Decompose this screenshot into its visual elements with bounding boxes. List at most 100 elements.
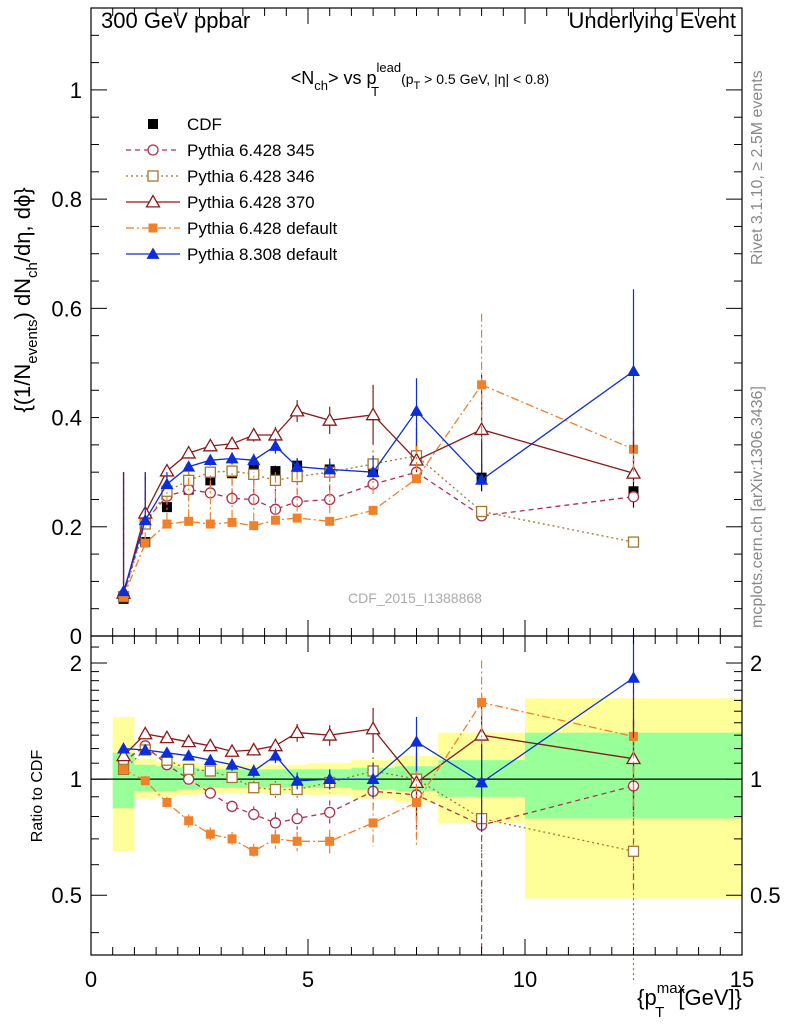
data-point-marker (225, 452, 239, 464)
data-point-marker (226, 800, 238, 813)
data-point-marker (292, 513, 302, 523)
data-point-marker (148, 119, 158, 129)
data-point-marker (365, 721, 381, 735)
data-point-marker (204, 765, 217, 777)
data-point-marker (627, 671, 640, 683)
data-point-marker (248, 808, 260, 821)
data-point-marker (204, 787, 217, 799)
y-tick-label: 1 (70, 767, 82, 792)
data-point-marker (475, 473, 489, 485)
data-point-marker (269, 817, 282, 829)
header-right-title: Underlying Event (568, 8, 736, 33)
data-point-marker (477, 380, 487, 390)
y-tick-label-right: 0.5 (750, 883, 781, 908)
data-point-marker (412, 474, 421, 484)
data-point-marker (475, 776, 489, 788)
data-point-marker (226, 465, 238, 477)
x-axis-label: {pmax T [GeV]} (637, 980, 742, 1021)
data-point-marker (412, 797, 421, 807)
data-point-marker (290, 774, 304, 786)
series-pythia-6-428-default (119, 660, 638, 860)
x-tick-label: 0 (85, 967, 97, 992)
x-tick-label: 15 (730, 967, 754, 992)
legend-label: Pythia 6.428 346 (187, 167, 315, 186)
data-point-marker (227, 517, 237, 527)
data-point-marker (115, 747, 132, 762)
data-point-marker (226, 771, 238, 784)
data-point-marker (119, 592, 129, 602)
data-point-marker (477, 698, 487, 708)
data-point-marker (148, 223, 158, 233)
data-point-marker (140, 776, 150, 786)
data-point-marker (181, 445, 197, 459)
data-point-marker (290, 460, 304, 472)
data-point-marker (248, 468, 260, 481)
data-point-marker (289, 403, 305, 417)
data-point-marker (162, 519, 172, 529)
y-tick-label: 1 (70, 78, 82, 103)
data-point-marker (410, 404, 423, 416)
data-point-marker (249, 846, 259, 856)
legend-label: Pythia 6.428 default (187, 219, 338, 238)
data-point-marker (289, 724, 305, 739)
data-point-marker (147, 144, 159, 156)
main-panel-frame (90, 7, 743, 637)
data-point-marker (224, 435, 240, 450)
data-point-marker (145, 194, 161, 208)
data-point-marker (203, 753, 217, 766)
data-point-marker (249, 521, 259, 531)
data-point-marker (270, 515, 280, 525)
data-point-marker (202, 738, 218, 752)
data-point-marker (291, 812, 303, 825)
data-point-marker (366, 465, 380, 478)
data-point-marker (322, 412, 338, 426)
data-point-marker (270, 834, 280, 844)
data-point-marker (625, 465, 642, 479)
data-point-marker (247, 764, 261, 776)
series-pythia-8-308-default (117, 289, 640, 597)
data-point-marker (227, 834, 237, 844)
series-line (123, 744, 634, 826)
data-point-marker (160, 477, 174, 490)
legend-label: Pythia 6.428 370 (187, 193, 315, 212)
legend-entry: Pythia 6.428 346 (126, 167, 315, 186)
y-tick-label: 0.6 (51, 296, 82, 321)
y-tick-label-right: 2 (750, 651, 762, 676)
series-pythia-6-428-345 (117, 431, 640, 601)
data-point-marker (205, 829, 215, 839)
data-point-marker (119, 764, 129, 774)
data-point-marker (117, 742, 131, 754)
data-point-marker (323, 462, 337, 475)
data-point-marker (368, 505, 378, 515)
data-point-marker (270, 466, 281, 477)
data-point-marker (182, 749, 196, 761)
data-point-marker (292, 836, 302, 846)
data-point-marker (325, 836, 335, 846)
data-point-marker (322, 727, 338, 741)
data-point-marker (475, 505, 488, 518)
legend-label: CDF (187, 115, 222, 134)
data-point-marker (224, 743, 240, 757)
data-point-marker (627, 536, 640, 548)
y-tick-label: 0.2 (51, 515, 82, 540)
data-point-marker (182, 460, 196, 472)
data-point-marker (203, 453, 217, 466)
data-point-marker (182, 763, 195, 776)
data-point-marker (184, 516, 194, 526)
data-point-marker (162, 797, 172, 807)
data-point-marker (147, 170, 159, 182)
mcplots-source-label: mcplots.cern.ch [arXiv:1306.3436] (749, 386, 766, 628)
data-point-marker (268, 749, 282, 761)
rivet-version-label: Rivet 3.1.10, ≥ 2.5M events (749, 70, 766, 265)
data-point-marker (202, 438, 218, 452)
legend-label: Pythia 8.308 default (187, 245, 338, 264)
y-axis-label-main: {(1/Nevents) dNch/dη, dϕ} (10, 187, 41, 412)
data-point-marker (159, 729, 175, 744)
data-point-marker (269, 783, 282, 796)
data-point-marker (246, 742, 262, 756)
legend-label: Pythia 6.428 345 (187, 141, 315, 160)
series-line (122, 370, 634, 592)
data-point-marker (205, 519, 215, 529)
data-point-marker (325, 516, 335, 526)
series-line (122, 471, 634, 596)
